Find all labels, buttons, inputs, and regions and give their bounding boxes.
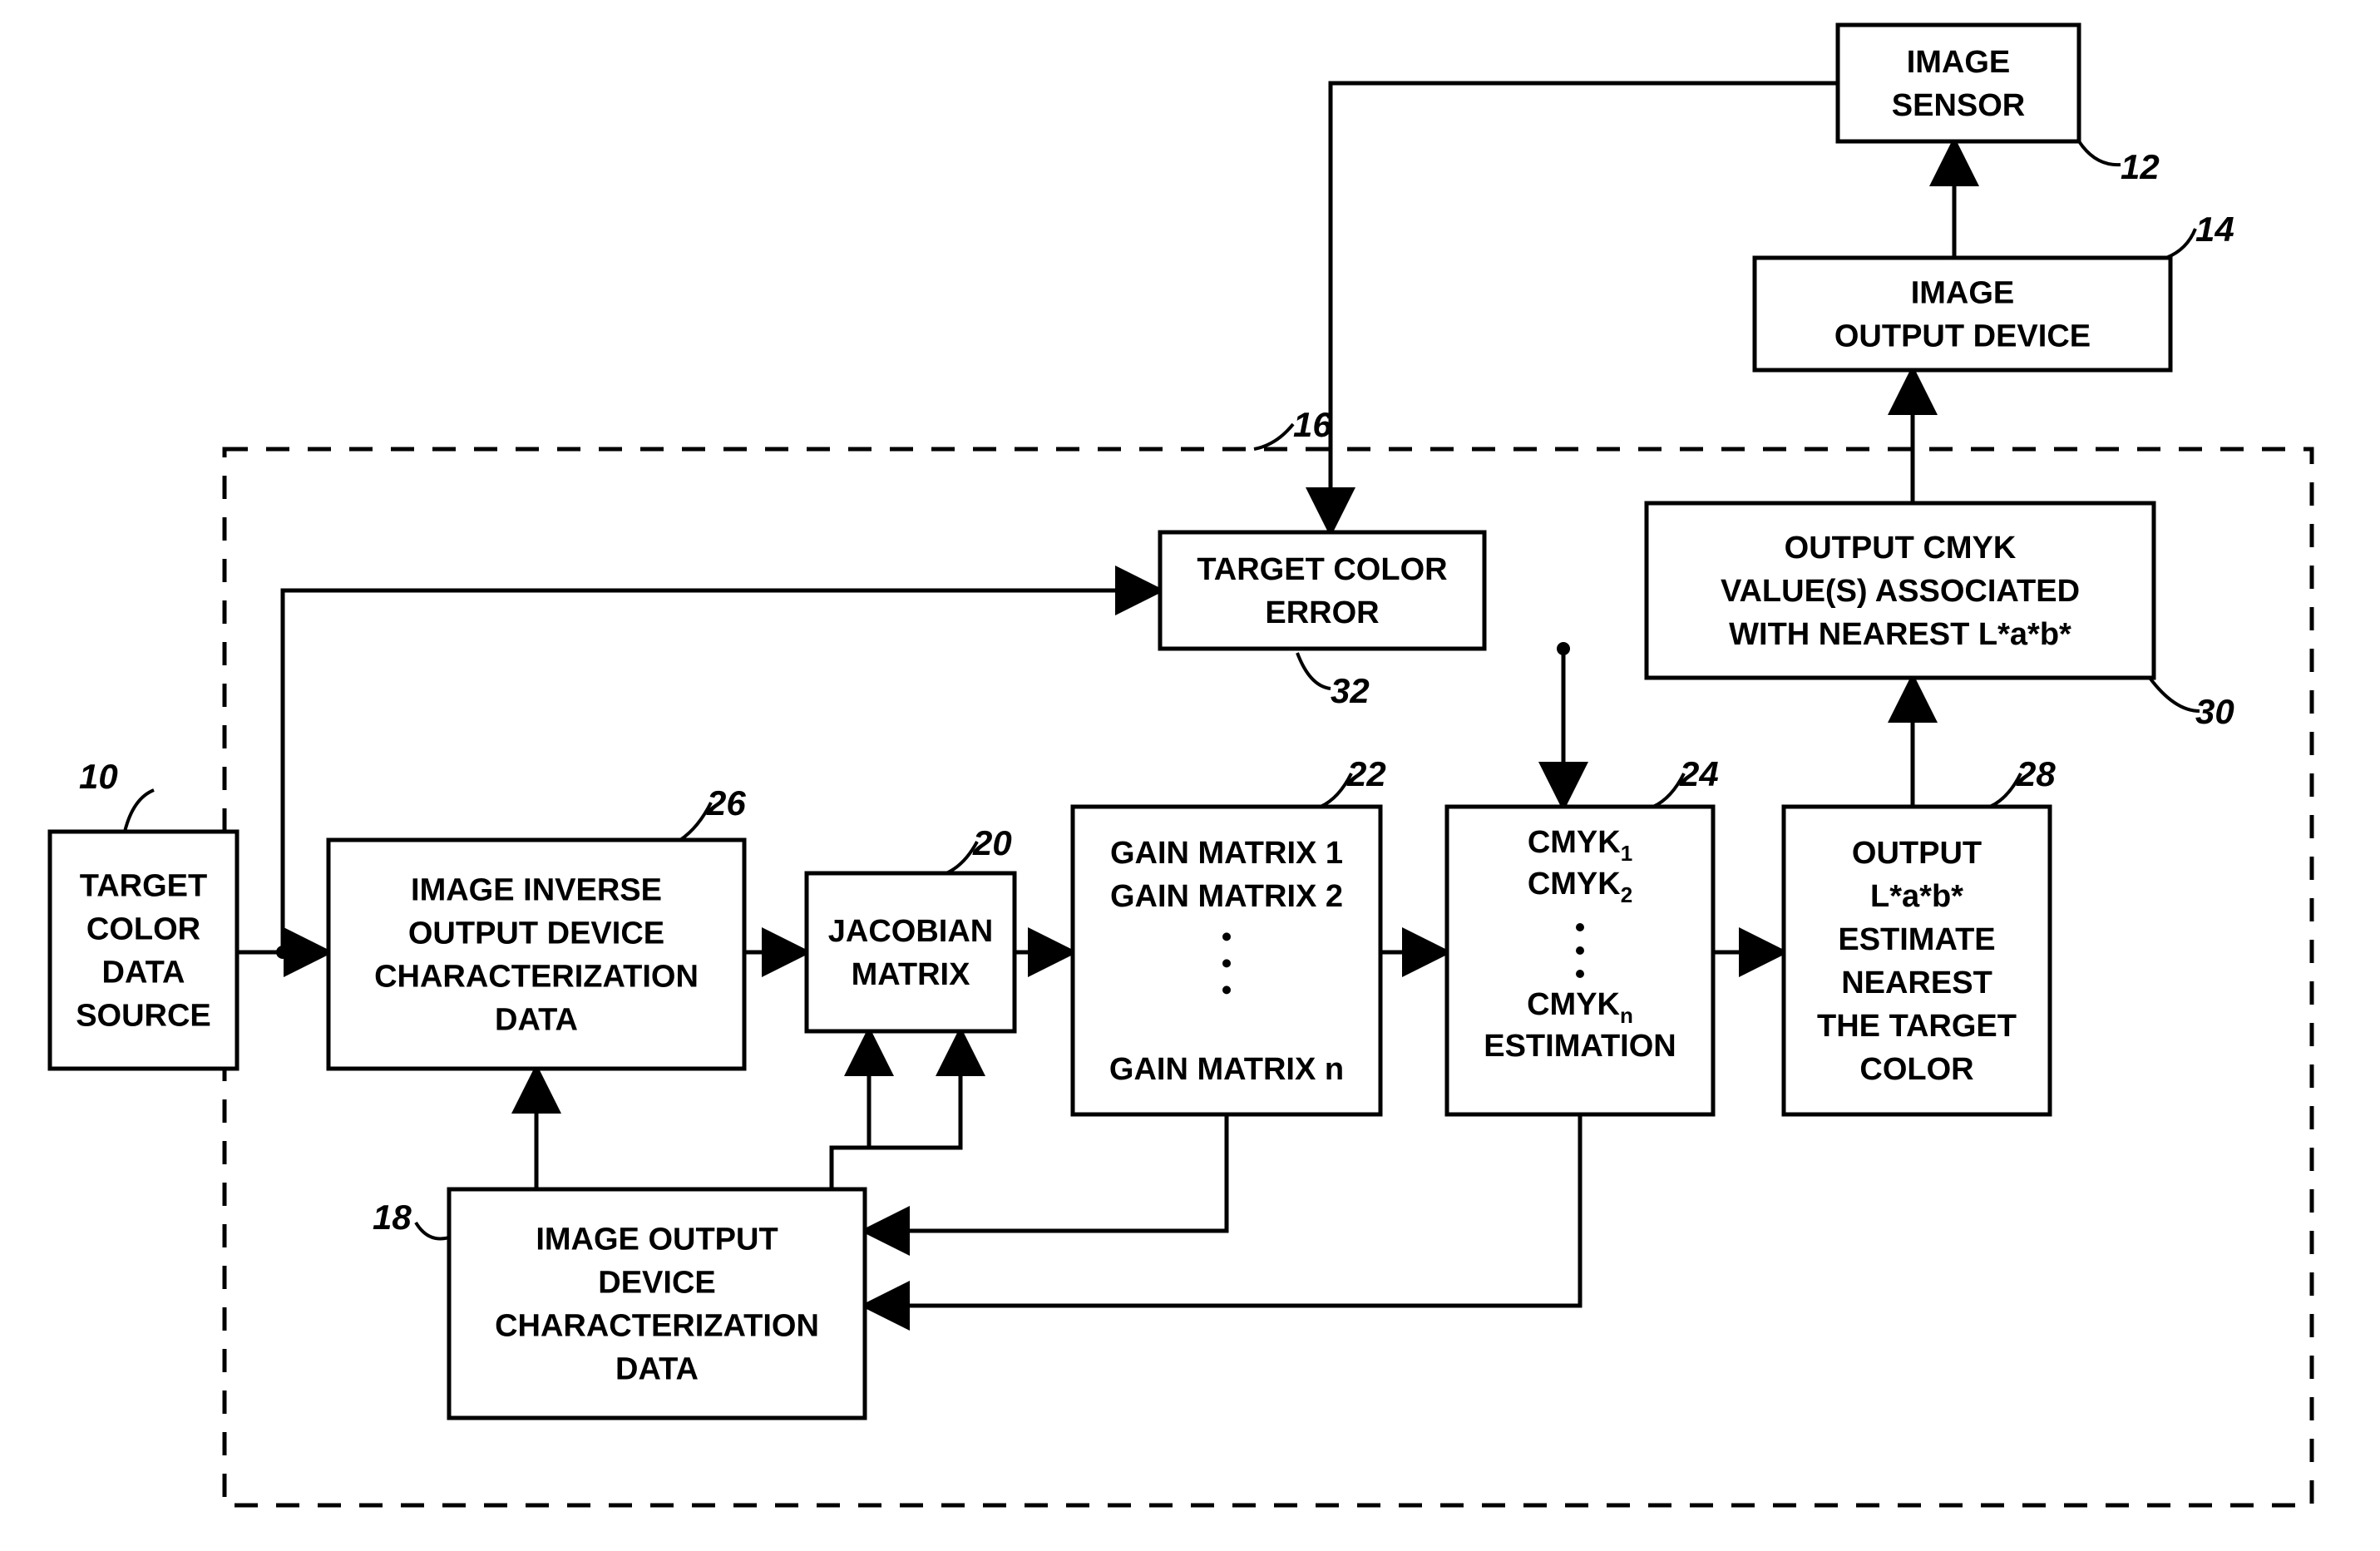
cmyk-label: CMYK2 bbox=[1528, 867, 1632, 907]
label-target_color_error-0: TARGET COLOR bbox=[1197, 552, 1447, 587]
ref-tick-32 bbox=[1297, 653, 1331, 689]
edge-char-to-jacobian-2 bbox=[832, 1031, 960, 1189]
label-inverse_char-3: DATA bbox=[495, 1003, 578, 1038]
box-target_color_error bbox=[1160, 532, 1484, 649]
ref-tick-10 bbox=[125, 790, 154, 832]
edge-char-to-jacobian-1 bbox=[832, 1031, 869, 1189]
junction-dot bbox=[1557, 642, 1570, 655]
label-char_data-0: IMAGE OUTPUT bbox=[536, 1223, 778, 1257]
ref-num-22: 22 bbox=[1346, 754, 1386, 793]
label-image_sensor-1: SENSOR bbox=[1892, 88, 2025, 123]
block-diagram: IMAGE SENSOR IMAGE OUTPUT DEVICE TARGET COLO… bbox=[0, 0, 2380, 1551]
label-image_sensor-0: IMAGE bbox=[1907, 45, 2011, 80]
label-output_lab-1: L*a*b* bbox=[1870, 879, 1963, 914]
ref-num-24: 24 bbox=[1679, 754, 1719, 793]
label-image_output_device-1: OUTPUT DEVICE bbox=[1834, 319, 2091, 354]
label-jacobian-1: MATRIX bbox=[852, 957, 970, 992]
ellipsis-dot bbox=[1576, 946, 1584, 955]
cmyk-label: CMYK1 bbox=[1528, 825, 1632, 866]
ellipsis-dot bbox=[1222, 959, 1231, 967]
box-jacobian bbox=[807, 873, 1015, 1031]
ellipsis-dot bbox=[1222, 985, 1231, 994]
ellipsis-dot bbox=[1576, 970, 1584, 978]
junction-dot bbox=[276, 946, 289, 959]
ellipsis-dot bbox=[1576, 923, 1584, 931]
label-output_lab-0: OUTPUT bbox=[1852, 836, 1982, 871]
label-output_lab-2: ESTIMATE bbox=[1838, 922, 1995, 957]
cmyk-est-label: ESTIMATION bbox=[1484, 1029, 1676, 1064]
label-target_color_error-1: ERROR bbox=[1265, 595, 1379, 630]
ref-num-16: 16 bbox=[1293, 405, 1332, 444]
box-image_sensor bbox=[1838, 25, 2079, 141]
edge-cmyk-to-char bbox=[865, 1114, 1580, 1306]
ref-num-32: 32 bbox=[1331, 671, 1370, 710]
ref-num-26: 26 bbox=[706, 783, 746, 822]
ref-num-10: 10 bbox=[79, 757, 118, 796]
ref-tick-16 bbox=[1254, 424, 1293, 449]
label-output_cmyk-2: WITH NEAREST L*a*b* bbox=[1729, 617, 2071, 652]
label-char_data-2: CHARACTERIZATION bbox=[495, 1309, 819, 1344]
label-output_lab-5: COLOR bbox=[1859, 1052, 1973, 1087]
label-output_lab-3: NEAREST bbox=[1841, 966, 1992, 1000]
ref-num-14: 14 bbox=[2195, 210, 2234, 249]
ellipsis-dot bbox=[1222, 932, 1231, 941]
label-target_color_source-1: COLOR bbox=[86, 912, 200, 947]
ref-num-30: 30 bbox=[2195, 692, 2234, 731]
label-jacobian-0: JACOBIAN bbox=[828, 914, 993, 949]
ref-num-12: 12 bbox=[2121, 147, 2160, 186]
ref-tick-18 bbox=[416, 1223, 449, 1239]
ref-tick-12 bbox=[2079, 141, 2121, 165]
ref-num-28: 28 bbox=[2016, 754, 2056, 793]
label-gain_matrix-1: GAIN MATRIX 2 bbox=[1110, 879, 1343, 914]
label-inverse_char-1: OUTPUT DEVICE bbox=[408, 916, 664, 951]
label-output_cmyk-1: VALUE(S) ASSOCIATED bbox=[1721, 574, 2080, 609]
label-inverse_char-0: IMAGE INVERSE bbox=[411, 873, 662, 908]
label-target_color_source-2: DATA bbox=[102, 956, 185, 990]
cmyk-label: CMYKn bbox=[1527, 987, 1633, 1028]
label-inverse_char-2: CHARACTERIZATION bbox=[374, 960, 699, 995]
edge-gain-to-char bbox=[865, 1114, 1227, 1231]
label-output_lab-4: THE TARGET bbox=[1817, 1009, 2017, 1044]
ref-tick-14 bbox=[2166, 229, 2195, 258]
label-gain_matrix-0: GAIN MATRIX 1 bbox=[1110, 836, 1343, 871]
label-char_data-3: DATA bbox=[615, 1352, 699, 1387]
label-char_data-1: DEVICE bbox=[598, 1266, 715, 1301]
ref-tick-30 bbox=[2150, 678, 2200, 711]
label-target_color_source-3: SOURCE bbox=[76, 999, 211, 1034]
label-image_output_device-0: IMAGE bbox=[1911, 276, 2015, 311]
label-output_cmyk-0: OUTPUT CMYK bbox=[1785, 531, 2017, 566]
ref-num-20: 20 bbox=[972, 823, 1012, 862]
label-target_color_source-0: TARGET bbox=[80, 869, 207, 904]
ref-num-18: 18 bbox=[373, 1198, 412, 1237]
label-gain_matrix-5: GAIN MATRIX n bbox=[1109, 1052, 1344, 1087]
